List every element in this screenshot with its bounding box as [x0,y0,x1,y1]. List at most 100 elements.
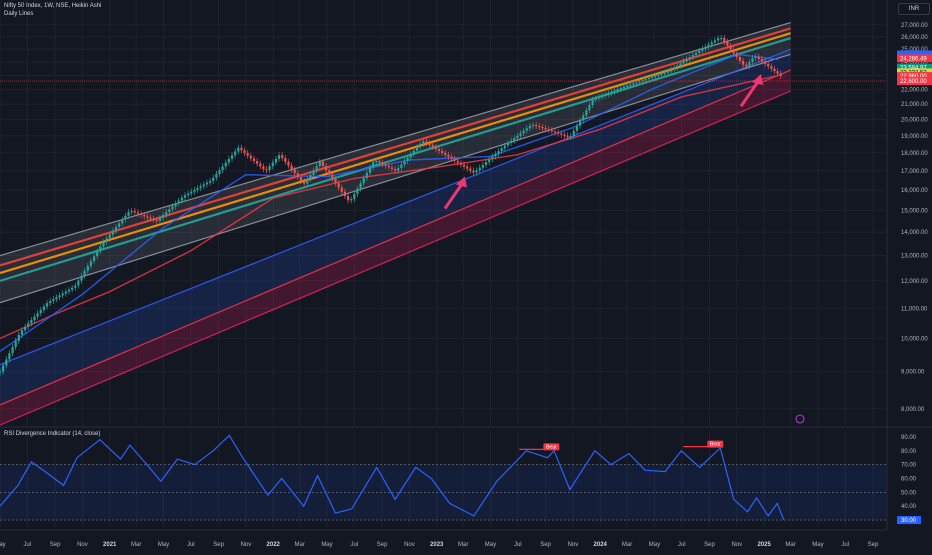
candle-body [713,40,716,43]
candle-body [168,209,171,213]
time-tick-label: Mar [458,542,468,548]
time-tick-label: Nov [77,542,88,548]
time-tick-label: Sep [704,542,715,548]
candle-body [234,151,237,156]
candle-body [11,347,14,354]
candle-body [146,216,149,218]
candle-body [425,141,428,144]
price-tick-label: 8,000.00 [901,407,925,413]
candle-body [588,104,591,111]
candle-body [183,195,187,198]
time-tick-label: May [0,542,6,548]
candle-body [616,89,619,91]
candle-body [249,155,252,159]
candle-body [315,166,318,171]
candle-body [190,191,193,194]
chart-title: Nifty 50 Index, 1W, NSE, Heikin Ashi [4,3,102,9]
candle-body [375,160,378,163]
time-tick-label: May [812,542,823,548]
candle-body [340,187,343,192]
candle-body [544,128,547,130]
candle-body [86,265,89,271]
candle-body [318,161,321,167]
candle-body [748,62,751,67]
time-tick-label: May [321,542,332,548]
time-tick-label: May [485,542,496,548]
channel-line-lower-magenta [0,90,791,426]
time-tick-label: Mar [131,542,141,548]
candle-body [578,120,582,126]
candle-body [174,203,177,207]
candle-body [80,275,83,281]
candle-body [274,158,278,163]
candle-body [738,57,742,61]
candle-body [625,85,629,87]
price-tick-label: 27,000.00 [901,23,928,29]
candle-body [321,161,325,167]
candle-body [682,61,685,64]
candle-body [751,57,754,63]
candles [0,34,782,376]
candle-body [525,128,528,131]
price-tick-label: 14,000.00 [901,230,928,236]
time-tick-label: Jul [841,542,849,548]
candle-body [585,110,588,116]
time-tick-label: Jul [350,542,358,548]
candle-body [726,41,729,46]
price-tick-label: 24,000.00 [901,60,928,66]
rsi-band [0,464,886,521]
candle-body [434,147,437,149]
price-label-box [897,72,932,81]
price-tick-label: 16,000.00 [901,188,928,194]
moving-average-ma-red [0,74,779,340]
time-tick-label: Jul [187,542,195,548]
candle-body [259,163,262,167]
candle-body [99,246,102,252]
candle-body [362,178,365,184]
candle-body [441,150,444,153]
candle-body [337,183,340,188]
event-marker-icon [795,414,805,424]
candle-body [566,135,569,137]
candle-body [161,214,165,218]
price-tick-label: 15,000.00 [901,208,928,214]
candle-body [669,69,673,72]
candle-body [381,162,384,165]
candle-body [660,73,663,75]
candle-body [431,145,434,148]
time-tick-label: 2021 [103,542,117,548]
rsi-tick-label: 70.00 [901,463,917,469]
candle-body [453,158,456,161]
candle-body [484,162,488,165]
arrow-shaft [739,79,761,108]
candle-body [372,162,375,168]
candle-body [541,127,544,129]
candle-body [256,161,259,164]
rsi-line [0,434,785,521]
candle-body [763,61,767,64]
candle-body [754,56,757,58]
candle-body [469,168,472,171]
candle-body [594,98,597,100]
currency-button[interactable]: INR [898,3,930,15]
candle-body [729,45,732,50]
candle-body [472,170,475,173]
candle-body [237,147,240,152]
candle-body [0,371,2,373]
candle-body [723,37,726,42]
candle-body [111,230,114,235]
time-tick-label: Jul [678,542,686,548]
candle-body [227,158,230,163]
candle-body [299,177,303,181]
time-tick-label: 2022 [267,542,281,548]
candle-body [415,147,419,151]
candle-body [136,212,140,214]
signal-label: Bear [546,444,557,450]
candle-body [466,166,469,169]
candle-body [240,147,243,151]
channel-line-lower-red [0,69,791,406]
price-tick-label: 12,000.00 [901,279,928,285]
price-axis: 8,000.00 9,000.00 10,000.00 11,000.00 12,000… [901,23,928,413]
candle-body [356,188,359,194]
candle-body [419,143,422,148]
